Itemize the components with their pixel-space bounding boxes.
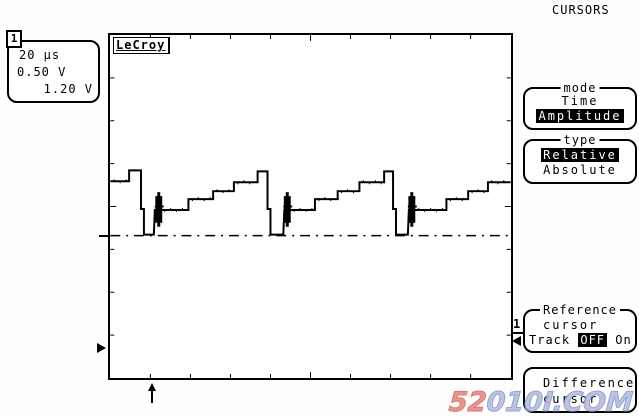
timebase-readout: 20 µs (19, 48, 61, 62)
menu-item-amplitude[interactable]: Amplitude (536, 109, 624, 123)
channel-1-marker-underline (512, 332, 523, 334)
track-off-option[interactable]: OFF (578, 333, 608, 347)
menu-reference-cursor: Reference cursor Track OFF On (523, 303, 637, 353)
cursor-amplitude-readout: 1.20 V (43, 82, 93, 96)
trigger-time-arrow-stem (151, 390, 153, 403)
trigger-level-arrow-icon[interactable] (97, 343, 106, 353)
track-label: Track (529, 333, 571, 347)
grid-ticks (110, 35, 511, 378)
waveform-grid: LeCroy (108, 33, 513, 380)
menu-difference-line1: Difference (543, 376, 636, 390)
menu-item-time[interactable]: Time (561, 94, 599, 108)
menu-reference-subtitle: cursor (543, 318, 599, 332)
menu-mode: mode Time Amplitude (523, 81, 637, 130)
menu-item-absolute[interactable]: Absolute (543, 163, 617, 177)
watermark-part1: 52 (447, 387, 488, 417)
menu-reference-title: Reference (539, 303, 621, 317)
waveform-display (110, 35, 511, 378)
menu-type-title: type (560, 133, 600, 147)
brand-label: LeCroy (113, 37, 171, 54)
menu-type: type Relative Absolute (523, 133, 637, 184)
track-on-option[interactable]: On (615, 333, 632, 347)
menu-item-relative[interactable]: Relative (541, 148, 619, 162)
channel-1-position-marker[interactable]: 1 (513, 317, 521, 331)
volts-per-div-readout: 0.50 V (17, 65, 67, 79)
page-title: CURSORS (552, 3, 610, 17)
channel-1-badge: 1 (6, 30, 22, 48)
track-toggle: Track OFF On (525, 333, 635, 348)
trigger-time-arrow-icon[interactable] (148, 383, 156, 391)
channel-readout-box: 20 µs 0.50 V 1.20 V (7, 40, 100, 103)
amplitude-cursor-tick[interactable] (99, 235, 110, 237)
menu-difference-line2: cursor (543, 392, 599, 406)
watermark-part2: 010I.COM (485, 387, 634, 417)
watermark-logo: 52010I.COM (447, 387, 634, 417)
menu-mode-title: mode (560, 81, 600, 95)
menu-difference-cursor[interactable]: Difference cursor (523, 367, 637, 413)
channel1-trace (110, 169, 511, 236)
trace-noise (113, 179, 505, 212)
channel-1-marker-arrow-icon[interactable] (512, 336, 521, 346)
